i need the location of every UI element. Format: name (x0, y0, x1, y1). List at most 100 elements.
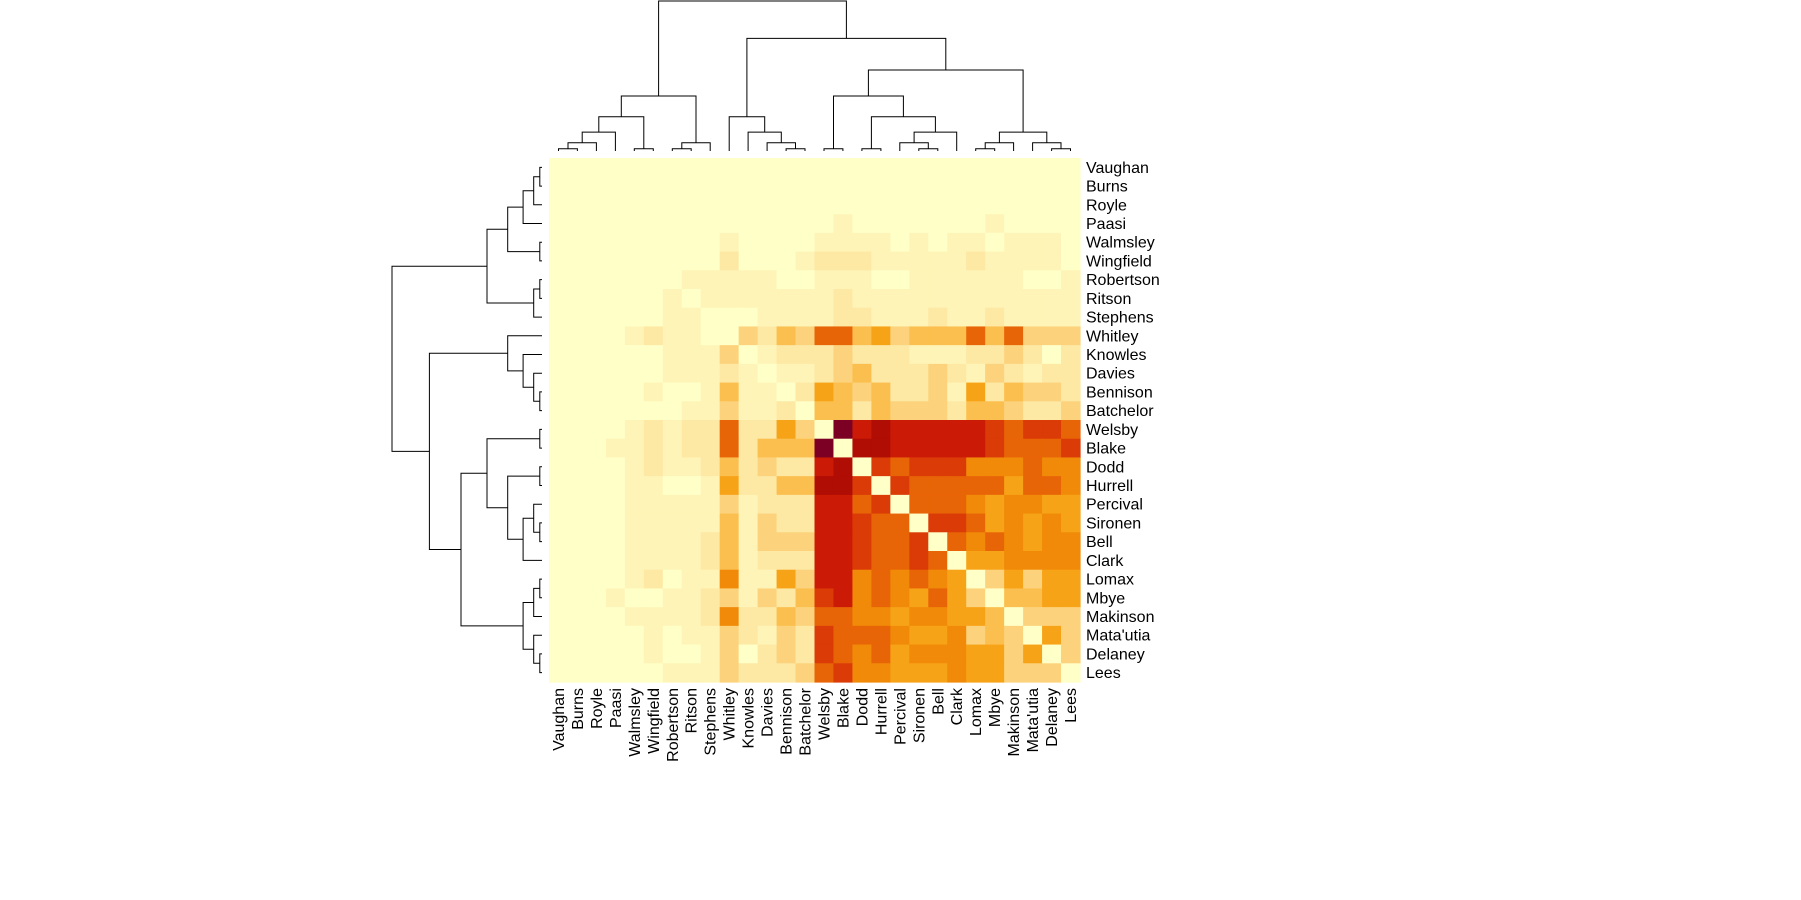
heatmap-cell-davies-walmsley (624, 363, 645, 384)
heatmap-cell-stephens-mbye (985, 307, 1005, 328)
heatmap-cell-lees-clark (947, 663, 967, 683)
heatmap-cell-dodd-sironen (909, 457, 929, 477)
heatmap-cell-blake-mata-utia (1023, 438, 1043, 459)
heatmap-cell-mbye-blake (833, 588, 854, 608)
column-label-robertson: Robertson (665, 688, 682, 762)
heatmap-cell-bell-walmsley (624, 532, 645, 552)
heatmap-cell-clark-stephens (700, 551, 721, 571)
heatmap-cell-lomax-davies (757, 569, 778, 590)
heatmap-cell-vaughan-robertson (662, 158, 683, 178)
heatmap-cell-dodd-blake (833, 457, 854, 477)
heatmap-cell-lees-percival (890, 663, 910, 683)
heatmap-cell-dodd-mata-utia (1023, 457, 1043, 477)
heatmap-cell-blake-welsby (814, 438, 835, 459)
heatmap-cell-walmsley-paasi (605, 232, 626, 253)
heatmap-cell-royle-lees (1061, 195, 1081, 215)
heatmap-cell-percival-hurrell (871, 494, 891, 515)
heatmap-cell-bennison-makinson (1004, 382, 1024, 402)
heatmap-cell-burns-knowles (738, 176, 759, 197)
heatmap-cell-mbye-robertson (662, 588, 683, 608)
heatmap-cell-ritson-ritson (681, 289, 702, 309)
heatmap-cell-dodd-burns (567, 457, 588, 477)
heatmap-cell-paasi-clark (947, 214, 967, 234)
heatmap-cell-vaughan-batchelor (795, 158, 816, 178)
heatmap-cell-sironen-bell (928, 513, 948, 533)
column-label-lomax: Lomax (968, 688, 985, 736)
row-dendrogram-branch-16 (522, 517, 542, 561)
heatmap-cell-lomax-vaughan (549, 569, 569, 590)
heatmap-cell-whitley-burns (567, 326, 588, 346)
heatmap-cell-batchelor-makinson (1004, 401, 1024, 421)
heatmap-cell-blake-clark (947, 438, 967, 459)
heatmap-cell-robertson-vaughan (549, 270, 569, 290)
heatmap-cell-vaughan-mbye (985, 158, 1005, 178)
heatmap-cell-makinson-stephens (700, 607, 721, 627)
heatmap-cell-percival-sironen (909, 494, 929, 515)
heatmap-cell-vaughan-mata-utia (1023, 158, 1043, 178)
row-label-paasi: Paasi (1086, 216, 1126, 233)
heatmap-cell-stephens-royle (586, 307, 607, 328)
heatmap-cell-walmsley-walmsley (624, 232, 645, 253)
heatmap-cell-burns-wingfield (643, 176, 664, 197)
heatmap-cell-welsby-vaughan (549, 420, 569, 440)
row-dendrogram-branch-0 (539, 166, 542, 187)
heatmap-cell-lees-welsby (814, 663, 835, 683)
heatmap-cell-sironen-blake (833, 513, 854, 533)
heatmap-cell-makinson-dodd (852, 607, 872, 627)
column-dendrogram (558, 0, 1071, 151)
heatmap-cell-mbye-knowles (738, 588, 759, 608)
heatmap-cell-mata-utia-burns (567, 625, 588, 646)
heatmap-cell-percival-robertson (662, 494, 683, 515)
heatmap-cell-stephens-wingfield (643, 307, 664, 328)
heatmap-cell-welsby-percival (890, 420, 910, 440)
heatmap-cell-bell-royle (586, 532, 607, 552)
row-label-percival: Percival (1086, 497, 1143, 514)
heatmap-cell-batchelor-mata-utia (1023, 401, 1043, 421)
heatmap-cell-wingfield-bell (928, 251, 948, 271)
heatmap-cell-vaughan-sironen (909, 158, 929, 178)
heatmap-cell-mbye-lees (1061, 588, 1081, 608)
column-dendrogram-branch-26 (658, 0, 847, 96)
heatmap-cell-percival-ritson (681, 494, 702, 515)
heatmap-cell-delaney-clark (947, 644, 967, 664)
heatmap-cell-davies-bell (928, 363, 948, 384)
heatmap-cell-royle-batchelor (795, 195, 816, 215)
heatmap-cell-percival-bennison (776, 494, 797, 515)
heatmap-cell-whitley-vaughan (549, 326, 569, 346)
heatmap-cell-mata-utia-davies (757, 625, 778, 646)
heatmap-cell-sironen-makinson (1004, 513, 1024, 533)
heatmap-cell-walmsley-wingfield (643, 232, 664, 253)
heatmap-cell-makinson-sironen (909, 607, 929, 627)
heatmap-cell-welsby-wingfield (643, 420, 664, 440)
heatmap-cell-mbye-bell (928, 588, 948, 608)
row-label-bell: Bell (1086, 534, 1113, 551)
heatmap-cell-delaney-bennison (776, 644, 797, 664)
heatmap-cell-sironen-mbye (985, 513, 1005, 533)
heatmap-cell-bennison-burns (567, 382, 588, 402)
heatmap-cell-walmsley-royle (586, 232, 607, 253)
row-dendrogram-branch-3 (539, 241, 542, 262)
heatmap-cell-makinson-lomax (966, 607, 986, 627)
heatmap-cell-bennison-percival (890, 382, 910, 402)
heatmap-cell-stephens-lees (1061, 307, 1081, 328)
heatmap-cell-sironen-vaughan (549, 513, 569, 533)
heatmap-cell-percival-lees (1061, 494, 1081, 515)
heatmap-cell-mbye-delaney (1042, 588, 1062, 608)
heatmap-cell-robertson-davies (757, 270, 778, 290)
heatmap-cell-ritson-paasi (605, 289, 626, 309)
heatmap-cell-batchelor-robertson (662, 401, 683, 421)
heatmap-cell-robertson-ritson (681, 270, 702, 290)
heatmap-cell-robertson-bennison (776, 270, 797, 290)
heatmap-cell-blake-percival (890, 438, 910, 459)
heatmap-cell-bell-blake (833, 532, 854, 552)
heatmap-cell-dodd-bennison (776, 457, 797, 477)
heatmap-cell-paasi-sironen (909, 214, 929, 234)
heatmap-cell-sironen-robertson (662, 513, 683, 533)
heatmap-cell-batchelor-hurrell (871, 401, 891, 421)
heatmap-cell-vaughan-dodd (852, 158, 872, 178)
heatmap-cell-lees-royle (586, 663, 607, 683)
heatmap-cell-sironen-batchelor (795, 513, 816, 533)
heatmap-cell-hurrell-wingfield (643, 476, 664, 496)
heatmap-cell-delaney-blake (833, 644, 854, 664)
